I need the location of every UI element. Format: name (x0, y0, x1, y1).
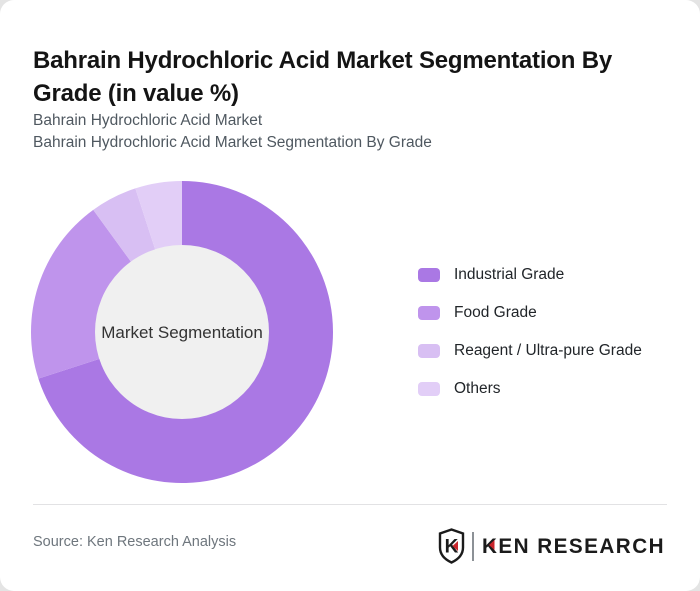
subtitle-line-2: Bahrain Hydrochloric Acid Market Segment… (33, 134, 432, 151)
legend-item-others[interactable]: Others (418, 370, 642, 408)
legend-item-industrial-grade[interactable]: Industrial Grade (418, 256, 642, 294)
legend-item-food-grade[interactable]: Food Grade (418, 294, 642, 332)
logo-separator (472, 531, 474, 561)
shield-red-triangle-icon (452, 541, 458, 551)
legend-label: Industrial Grade (454, 266, 565, 283)
source-text: Source: Ken Research Analysis (33, 534, 237, 550)
donut-slice-others[interactable] (135, 181, 182, 251)
donut-center-label: Market Segmentation (101, 323, 263, 342)
donut-slices (31, 181, 333, 483)
legend-swatch (418, 268, 440, 282)
legend-swatch (418, 306, 440, 320)
legend: Industrial Grade Food Grade Reagent / Ultr… (418, 256, 642, 408)
donut-slice-reagent-ultra-pure-grade[interactable] (93, 188, 156, 263)
legend-label: Food Grade (454, 304, 537, 321)
donut-chart: Market Segmentation (29, 179, 335, 485)
legend-label: Others (454, 380, 501, 397)
shield-icon: K (438, 528, 465, 564)
donut-svg: Market Segmentation (31, 181, 333, 483)
legend-item-reagent-ultra-pure-grade[interactable]: Reagent / Ultra-pure Grade (418, 332, 642, 370)
chart-subtitle: Bahrain Hydrochloric Acid Market Bahrain… (33, 110, 432, 154)
shield-letter: K (445, 537, 459, 558)
legend-swatch (418, 382, 440, 396)
shield-outline (438, 528, 465, 564)
logo-wordmark: KEN RESEARCH (482, 534, 665, 558)
legend-label: Reagent / Ultra-pure Grade (454, 342, 642, 359)
legend-swatch (418, 344, 440, 358)
wordmark-red-triangle-icon (489, 540, 495, 550)
page-title: Bahrain Hydrochloric Acid Market Segment… (33, 47, 612, 108)
subtitle-line-1: Bahrain Hydrochloric Acid Market (33, 112, 263, 129)
logo-wordmark-text: KEN RESEARCH (482, 534, 665, 558)
footer-divider (33, 504, 667, 505)
ken-research-logo: K KEN RESEARCH (438, 528, 667, 564)
donut-center (95, 245, 269, 419)
donut-slice-food-grade[interactable] (31, 209, 132, 379)
donut-slice-industrial-grade[interactable] (38, 181, 333, 483)
